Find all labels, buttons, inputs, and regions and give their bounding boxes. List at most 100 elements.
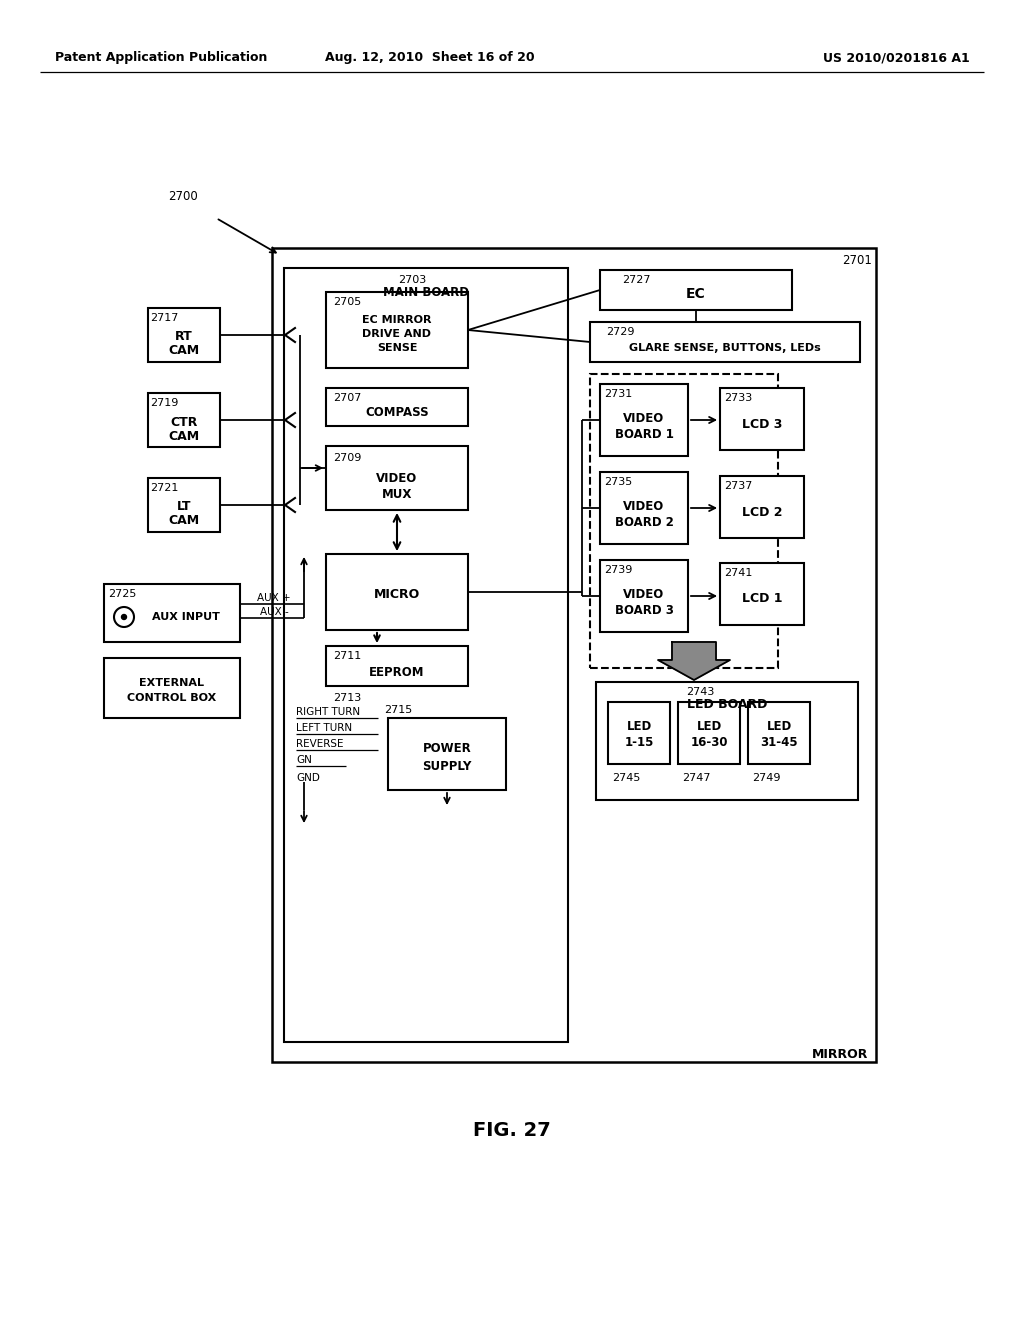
Text: 2719: 2719 xyxy=(150,399,178,408)
Text: 2721: 2721 xyxy=(150,483,178,492)
Bar xyxy=(104,583,240,642)
Text: LT: LT xyxy=(177,500,191,513)
Text: 2725: 2725 xyxy=(108,589,136,599)
Bar xyxy=(590,322,860,362)
Text: GLARE SENSE, BUTTONS, LEDs: GLARE SENSE, BUTTONS, LEDs xyxy=(629,343,821,352)
Polygon shape xyxy=(658,642,730,680)
Text: LCD 2: LCD 2 xyxy=(741,506,782,519)
Text: 1-15: 1-15 xyxy=(625,735,653,748)
Bar xyxy=(326,388,468,426)
Text: AUX +: AUX + xyxy=(257,593,291,603)
Text: BOARD 3: BOARD 3 xyxy=(614,603,674,616)
Text: 2711: 2711 xyxy=(333,651,361,661)
Bar xyxy=(600,271,792,310)
Text: LED: LED xyxy=(766,719,792,733)
Text: 2741: 2741 xyxy=(724,568,753,578)
Text: COMPASS: COMPASS xyxy=(366,405,429,418)
Bar xyxy=(720,564,804,624)
Text: 2703: 2703 xyxy=(398,275,426,285)
Text: LED: LED xyxy=(627,719,651,733)
Text: 2749: 2749 xyxy=(752,774,780,783)
Text: 2747: 2747 xyxy=(682,774,711,783)
Text: EC: EC xyxy=(686,286,706,301)
Text: SENSE: SENSE xyxy=(377,343,417,352)
Text: LED: LED xyxy=(696,719,722,733)
Text: DRIVE AND: DRIVE AND xyxy=(362,329,431,339)
Text: 2713: 2713 xyxy=(333,693,361,704)
Text: 2715: 2715 xyxy=(384,705,413,715)
Text: EXTERNAL: EXTERNAL xyxy=(139,678,205,688)
Text: EC MIRROR: EC MIRROR xyxy=(362,315,432,325)
Text: 2739: 2739 xyxy=(604,565,633,576)
Text: 2707: 2707 xyxy=(333,393,361,403)
Text: 2705: 2705 xyxy=(333,297,361,308)
Text: LCD 3: LCD 3 xyxy=(741,417,782,430)
Text: CTR: CTR xyxy=(170,416,198,429)
Text: 2700: 2700 xyxy=(168,190,198,202)
Bar xyxy=(720,477,804,539)
Text: BOARD 1: BOARD 1 xyxy=(614,428,674,441)
Bar xyxy=(590,374,778,668)
Text: VIDEO: VIDEO xyxy=(624,412,665,425)
Bar xyxy=(600,473,688,544)
Text: 2701: 2701 xyxy=(842,253,872,267)
Bar xyxy=(748,702,810,764)
Text: 2729: 2729 xyxy=(606,327,634,337)
Text: MIRROR: MIRROR xyxy=(812,1048,868,1060)
Text: MUX: MUX xyxy=(382,487,413,500)
Text: 2709: 2709 xyxy=(333,453,361,463)
Text: Patent Application Publication: Patent Application Publication xyxy=(55,51,267,65)
Text: 31-45: 31-45 xyxy=(760,735,798,748)
Text: LED BOARD: LED BOARD xyxy=(687,697,767,710)
Text: CAM: CAM xyxy=(168,345,200,358)
Text: 2737: 2737 xyxy=(724,480,753,491)
Bar xyxy=(388,718,506,789)
Text: 2743: 2743 xyxy=(686,686,715,697)
Bar xyxy=(272,248,876,1063)
Text: Aug. 12, 2010  Sheet 16 of 20: Aug. 12, 2010 Sheet 16 of 20 xyxy=(326,51,535,65)
Bar xyxy=(720,388,804,450)
Text: CONTROL BOX: CONTROL BOX xyxy=(127,693,217,704)
Text: 2735: 2735 xyxy=(604,477,632,487)
Bar xyxy=(148,393,220,447)
Circle shape xyxy=(122,615,127,619)
Text: SUPPLY: SUPPLY xyxy=(422,759,472,772)
Text: 2731: 2731 xyxy=(604,389,632,399)
Bar xyxy=(326,645,468,686)
Text: CAM: CAM xyxy=(168,429,200,442)
Bar xyxy=(596,682,858,800)
Text: 16-30: 16-30 xyxy=(690,735,728,748)
Text: MICRO: MICRO xyxy=(374,587,420,601)
Text: VIDEO: VIDEO xyxy=(624,499,665,512)
Text: LCD 1: LCD 1 xyxy=(741,593,782,606)
Text: 2717: 2717 xyxy=(150,313,178,323)
Text: REVERSE: REVERSE xyxy=(296,739,343,748)
Text: VIDEO: VIDEO xyxy=(377,471,418,484)
Bar xyxy=(326,292,468,368)
Bar xyxy=(600,560,688,632)
Bar xyxy=(148,478,220,532)
Bar xyxy=(600,384,688,455)
Text: 2727: 2727 xyxy=(622,275,650,285)
Bar xyxy=(608,702,670,764)
Text: POWER: POWER xyxy=(423,742,471,755)
Text: EEPROM: EEPROM xyxy=(370,665,425,678)
Text: CAM: CAM xyxy=(168,515,200,528)
Bar xyxy=(104,657,240,718)
Text: AUX -: AUX - xyxy=(260,607,289,616)
Bar xyxy=(326,554,468,630)
Text: BOARD 2: BOARD 2 xyxy=(614,516,674,528)
Text: US 2010/0201816 A1: US 2010/0201816 A1 xyxy=(823,51,970,65)
Bar xyxy=(326,446,468,510)
Text: 2733: 2733 xyxy=(724,393,753,403)
Bar xyxy=(148,308,220,362)
Bar xyxy=(678,702,740,764)
Text: VIDEO: VIDEO xyxy=(624,587,665,601)
Text: 2745: 2745 xyxy=(612,774,640,783)
Text: AUX INPUT: AUX INPUT xyxy=(152,612,220,622)
Bar xyxy=(284,268,568,1041)
Text: FIG. 27: FIG. 27 xyxy=(473,1121,551,1139)
Text: GND: GND xyxy=(296,774,319,783)
Text: LEFT TURN: LEFT TURN xyxy=(296,723,352,733)
Text: RIGHT TURN: RIGHT TURN xyxy=(296,708,360,717)
